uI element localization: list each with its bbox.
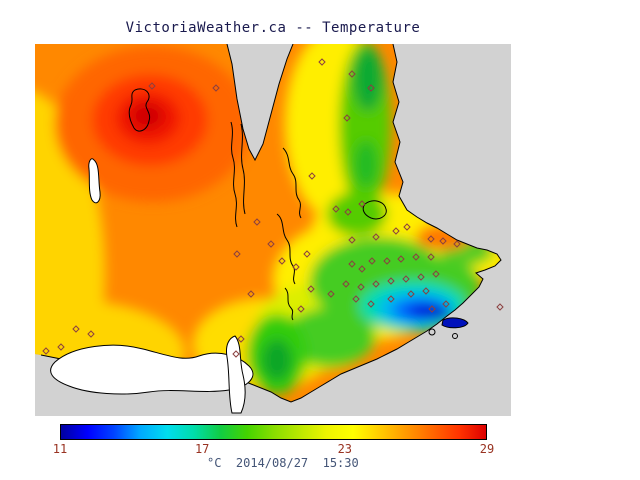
station-marker: [453, 240, 461, 248]
station-marker: [232, 350, 240, 358]
station-marker: [57, 343, 65, 351]
coastline-central-shore-5: [284, 287, 294, 321]
cold-pocket: [359, 280, 467, 332]
coastline-inlet-head: [128, 88, 151, 132]
station-marker: [432, 270, 440, 278]
station-marker: [267, 240, 275, 248]
station-marker: [332, 205, 340, 213]
station-marker: [247, 290, 255, 298]
station-marker: [397, 255, 405, 263]
coastline-west-lake: [88, 158, 101, 204]
coastline-central-shore-1: [230, 121, 238, 228]
station-marker: [352, 295, 360, 303]
station-marker: [417, 273, 425, 281]
colorbar-tick: 17: [194, 442, 210, 456]
coastline-south-channel: [226, 335, 246, 414]
station-marker: [358, 200, 366, 208]
station-marker: [412, 253, 420, 261]
station-marker: [428, 305, 436, 313]
station-marker: [303, 250, 311, 258]
colorbar-tick: 11: [52, 442, 68, 456]
station-marker: [42, 347, 50, 355]
station-marker: [367, 84, 375, 92]
station-marker: [318, 58, 326, 66]
coastline-central-shore-2: [240, 123, 246, 215]
station-marker: [344, 208, 352, 216]
coastline-central-shore-4: [276, 213, 296, 285]
station-marker: [237, 335, 245, 343]
station-marker: [72, 325, 80, 333]
station-marker: [439, 237, 447, 245]
coastline-southwest-water: [50, 344, 254, 395]
map-panel: [35, 43, 511, 416]
station-marker: [372, 233, 380, 241]
station-marker: [253, 218, 261, 226]
colorbar: [60, 424, 487, 440]
station-marker: [327, 290, 335, 298]
station-marker: [308, 172, 316, 180]
station-marker: [292, 263, 300, 271]
station-marker: [348, 260, 356, 268]
coastline-central-shore-3: [282, 147, 302, 219]
station-marker: [392, 227, 400, 235]
station-marker: [87, 330, 95, 338]
station-marker: [343, 114, 351, 122]
station-marker: [372, 280, 380, 288]
station-marker: [358, 265, 366, 273]
station-marker: [348, 236, 356, 244]
colorbar-caption: °C 2014/08/27 15:30: [207, 456, 359, 470]
station-marker: [342, 280, 350, 288]
station-marker: [367, 300, 375, 308]
station-marker: [307, 285, 315, 293]
station-marker: [402, 275, 410, 283]
temperature-map: [35, 43, 511, 416]
cold-strait-island: [441, 317, 469, 329]
coastlines: [40, 43, 502, 414]
station-marker: [348, 70, 356, 78]
station-marker: [422, 287, 430, 295]
plot-title: VictoriaWeather.ca -- Temperature: [125, 20, 421, 36]
station-marker: [148, 82, 156, 90]
coastline-inlet-notch: [226, 43, 294, 162]
station-marker: [427, 235, 435, 243]
small-island-2: [452, 333, 458, 339]
station-marker: [407, 290, 415, 298]
station-marker: [357, 283, 365, 291]
station-marker: [387, 277, 395, 285]
coastline-east-islet: [362, 200, 387, 220]
station-marker: [496, 303, 504, 311]
station-marker: [427, 253, 435, 261]
station-markers: [42, 58, 504, 358]
small-island-1: [428, 328, 436, 336]
station-marker: [387, 295, 395, 303]
station-marker: [278, 257, 286, 265]
station-marker: [368, 257, 376, 265]
station-marker: [212, 84, 220, 92]
station-marker: [442, 300, 450, 308]
hot-spot: [55, 46, 251, 202]
colorbar-tick: 23: [337, 442, 353, 456]
station-marker: [403, 223, 411, 231]
station-marker: [297, 305, 305, 313]
colorbar-tick: 29: [479, 442, 495, 456]
station-marker: [233, 250, 241, 258]
station-marker: [383, 257, 391, 265]
